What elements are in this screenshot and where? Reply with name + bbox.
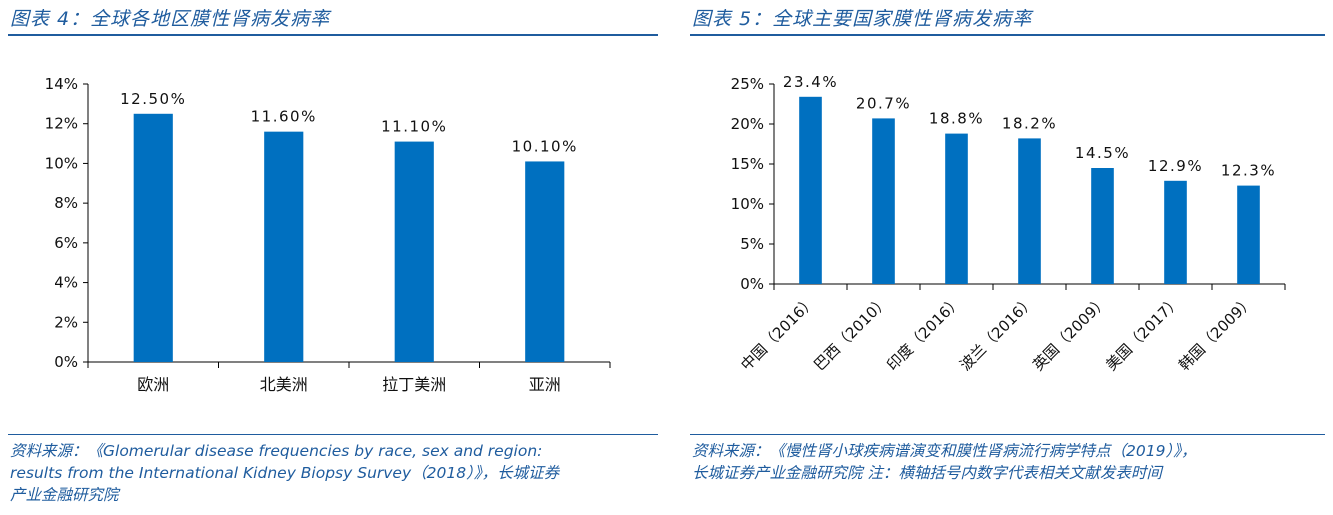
left-category-label: 北美洲 [260, 375, 308, 394]
left-bar [394, 141, 434, 362]
right-bar [1237, 185, 1260, 284]
left-y-tick-label: 2% [54, 313, 78, 331]
left-source-line-3: 产业金融研究院 [10, 486, 119, 504]
left-data-label: 11.10% [381, 118, 447, 136]
left-data-label: 11.60% [251, 108, 317, 126]
left-y-tick-label: 14% [45, 75, 78, 93]
right-data-label: 18.8% [929, 110, 984, 128]
right-bar [1164, 180, 1187, 284]
right-bar-chart: 0% 5% 10% 15% 20% 25% 23.4% 中国（2016） 20.7% 巴西（201… [731, 73, 1286, 374]
right-title-rule [690, 34, 1325, 36]
right-figure: 图表 5：全球主要国家膜性肾病发病率 0% 5% 10% 15% 20% 25% 23.4%… [682, 0, 1333, 515]
right-y-tick-label: 25% [731, 75, 764, 93]
right-source-rule [690, 434, 1325, 435]
left-chart-title: 图表 4：全球各地区膜性肾病发病率 [10, 8, 331, 30]
right-category-label: 韩国（2009） [1175, 292, 1257, 374]
right-category-label: 波兰（2016） [956, 292, 1038, 374]
left-y-tick-label: 0% [54, 353, 78, 371]
right-category-label: 中国（2016） [737, 292, 819, 374]
right-bar [1018, 138, 1041, 284]
left-bar [264, 131, 304, 362]
right-data-label: 23.4% [783, 73, 838, 91]
right-source-note: 资料来源：《慢性肾小球疾病谱演变和膜性肾病流行病学特点（2019）》， 长城证券… [692, 440, 1196, 484]
right-y-tick-label: 20% [731, 115, 764, 133]
right-chart-title: 图表 5：全球主要国家膜性肾病发病率 [692, 8, 1033, 30]
right-data-label: 14.5% [1075, 144, 1130, 162]
right-bar [872, 118, 895, 285]
right-bar [799, 96, 822, 284]
right-category-label: 美国（2017） [1102, 292, 1184, 374]
right-data-label: 12.3% [1221, 162, 1276, 180]
left-figure: 图表 4：全球各地区膜性肾病发病率 0% 2% 4% 6% 8% 10% 12% 14% 12.… [0, 0, 666, 515]
left-source-line-1: 资料来源：《Glomerular disease frequencies by … [10, 442, 543, 460]
right-y-tick-label: 5% [740, 235, 764, 253]
left-y-tick-label: 12% [45, 115, 78, 133]
left-y-tick-label: 10% [45, 154, 78, 172]
left-source-line-2: results from the International Kidney Bi… [10, 464, 560, 482]
left-bar [525, 161, 565, 362]
left-data-label: 12.50% [120, 90, 186, 108]
right-y-tick-label: 15% [731, 155, 764, 173]
left-title-rule [8, 34, 658, 36]
left-source-note: 资料来源：《Glomerular disease frequencies by … [10, 440, 559, 506]
left-bar [133, 113, 173, 363]
right-y-tick-label: 10% [731, 195, 764, 213]
left-source-rule [8, 434, 658, 435]
left-data-label: 10.10% [512, 137, 578, 155]
left-y-tick-label: 6% [54, 234, 78, 252]
right-category-label: 印度（2016） [883, 292, 965, 374]
right-bar [945, 133, 968, 284]
left-category-label: 亚洲 [529, 375, 561, 394]
left-bar-chart: 0% 2% 4% 6% 8% 10% 12% 14% 12.50% 欧洲 11.60% 北美洲 11.1… [45, 75, 611, 394]
right-data-label: 18.2% [1002, 114, 1057, 132]
right-source-line-1: 资料来源：《慢性肾小球疾病谱演变和膜性肾病流行病学特点（2019）》， [692, 442, 1197, 460]
left-y-tick-label: 4% [54, 274, 78, 292]
right-bar [1091, 168, 1114, 284]
right-data-label: 12.9% [1148, 157, 1203, 175]
left-y-tick-label: 8% [54, 194, 78, 212]
right-source-line-2: 长城证券产业金融研究院 注：横轴括号内数字代表相关文献发表时间 [692, 464, 1162, 482]
left-category-label: 拉丁美洲 [382, 375, 446, 394]
right-y-tick-label: 0% [740, 275, 764, 293]
left-category-label: 欧洲 [137, 375, 169, 394]
right-category-label: 巴西（2010） [810, 292, 892, 374]
right-data-label: 20.7% [856, 94, 911, 112]
right-category-label: 英国（2009） [1029, 292, 1111, 374]
